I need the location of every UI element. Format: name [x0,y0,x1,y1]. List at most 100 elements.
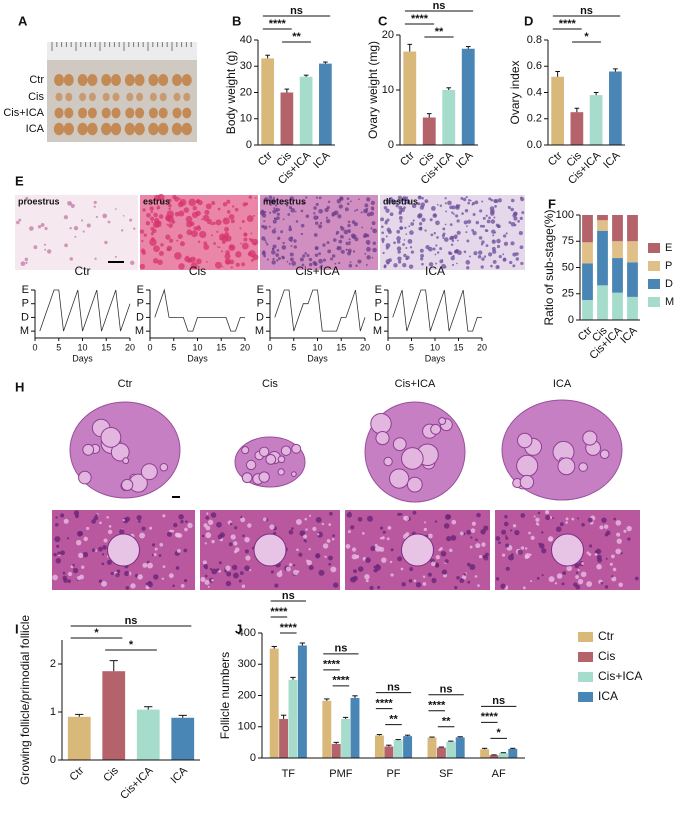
cell [410,250,415,254]
nucleus [524,547,528,550]
nucleus [431,577,437,584]
cell [271,229,277,234]
nucleus [520,513,526,518]
cell [445,210,448,213]
cell [408,225,411,228]
cell [406,196,409,199]
cell [129,218,133,222]
cell [344,207,349,212]
cell [405,255,410,260]
nucleus [530,535,535,541]
nucleus [444,559,449,564]
nucleus [588,553,592,556]
bar [489,755,499,758]
nucleus [306,559,309,562]
bar [67,716,91,760]
cell [361,226,364,229]
nucleus [162,514,166,518]
nucleus [180,520,184,524]
nucleus [381,536,385,540]
nucleus [180,584,185,588]
x-axis-label: Days [72,353,93,363]
cell [380,217,385,222]
cell [94,257,97,260]
nucleus [605,557,608,560]
significance-label: ** [435,26,444,38]
nucleus [247,523,252,528]
nucleus [345,544,351,549]
y-tick-label: D [256,311,264,323]
cell [466,266,470,270]
nucleus [159,542,164,547]
y-tick-label: 0 [246,139,252,151]
legend-label: Cis+ICA [598,669,642,683]
nucleus [166,531,172,537]
y-axis-label: Body weight (g) [224,51,238,134]
cell [253,214,256,217]
legend-label: D [665,278,673,290]
cell [40,223,45,227]
nucleus [184,527,188,532]
cell [158,214,164,219]
cell [219,238,222,241]
cell [496,238,501,244]
y-tick-label: M [135,325,144,337]
cell [150,226,155,231]
nucleus [142,562,148,568]
follicle [578,462,588,472]
nucleus [331,538,335,541]
y-tick-label: 300 [238,658,256,670]
y-tick-label: 0.6 [527,60,542,72]
cell [455,205,460,210]
nucleus [561,582,565,586]
cell [183,207,190,213]
cell [443,237,449,242]
cell [454,237,457,240]
cell [509,260,513,265]
ovary [112,92,120,102]
ovary [63,74,74,86]
cell [254,197,257,199]
cell [281,245,287,250]
nucleus [451,519,457,525]
cell [481,240,485,244]
y-tick-label: 75 [562,235,574,247]
nucleus [581,562,585,565]
cell [288,206,293,210]
legend-label: ICA [598,689,618,703]
nucleus [353,569,357,574]
cell [466,225,468,228]
cell [397,195,403,200]
nucleus [297,570,300,573]
significance-label: **** [332,675,350,687]
cell [471,201,476,205]
y-tick-label: 10 [382,84,394,96]
nucleus [332,582,339,588]
nucleus [147,562,153,569]
significance-label: ns [580,5,593,17]
cell [521,211,525,215]
cell [239,227,242,230]
bar [136,709,160,760]
cell [293,239,297,243]
nucleus [475,543,481,549]
nucleus [295,518,302,525]
cell [331,254,336,258]
nucleus [577,569,580,572]
cell [222,217,230,225]
cell [275,204,278,207]
nucleus [209,567,213,571]
legend-swatch [648,243,660,253]
nucleus [510,529,513,532]
cell [250,232,253,235]
nucleus [216,521,222,528]
nucleus [501,553,506,557]
nucleus [232,572,239,579]
nucleus [446,514,452,520]
cell [178,197,181,200]
cell [300,232,304,236]
bar [279,718,289,758]
nucleus [285,566,291,572]
nucleus [474,575,478,578]
cell [195,200,199,203]
